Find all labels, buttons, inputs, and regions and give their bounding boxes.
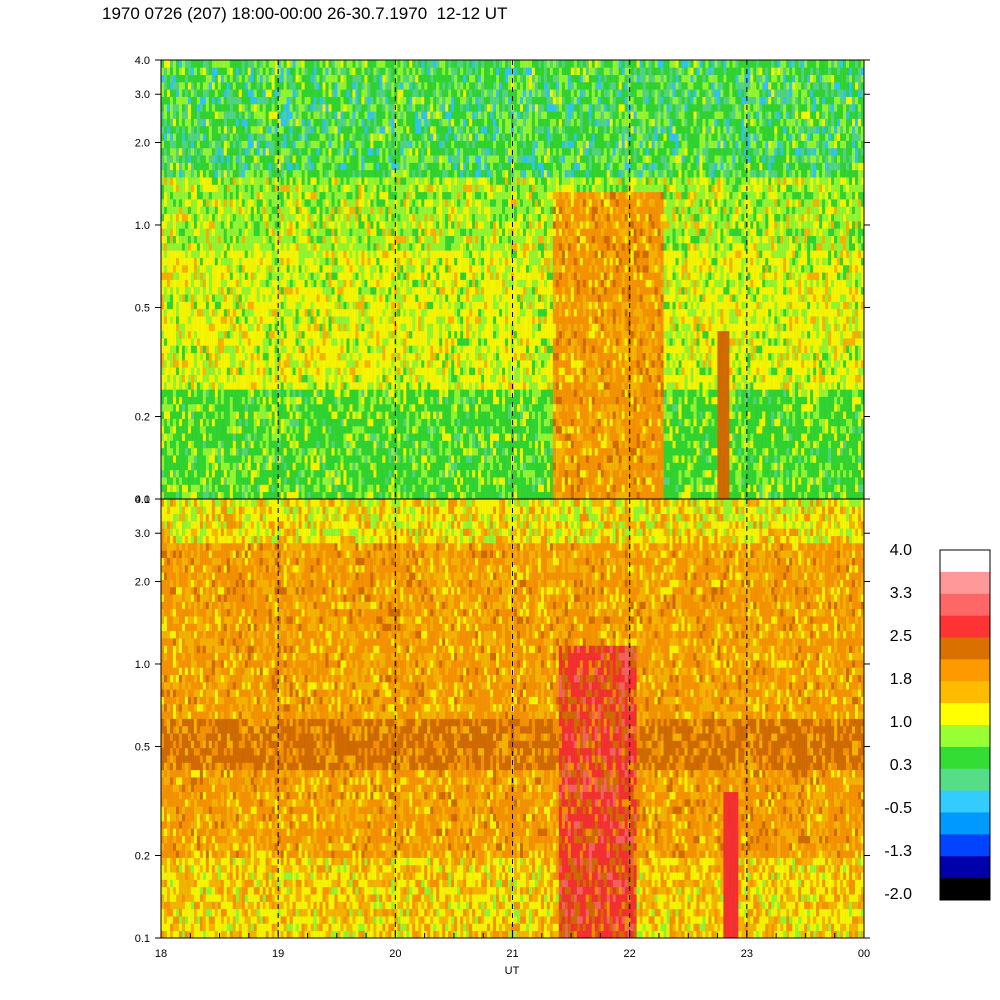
colorbar-legend: 4.0 3.3 2.5 1.8 1.0 0.3 -0.5 -1.3 -2.0: [884, 542, 991, 903]
y-tick-label: 1.0: [135, 659, 150, 671]
x-tick-label: 00: [858, 948, 870, 960]
colorbar-swatch: [940, 878, 990, 901]
axes: 0.10.20.51.02.03.04.00.10.20.51.02.03.04…: [135, 55, 870, 977]
x-tick-label: 20: [389, 948, 401, 960]
y-tick-label: 4.0: [135, 55, 150, 67]
colorbar-swatch: [940, 856, 990, 879]
y-tick-label: 2.0: [135, 576, 150, 588]
colorbar-label: 1.0: [890, 714, 912, 731]
x-axis-label: UT: [505, 965, 520, 977]
y-tick-label: 2.0: [135, 137, 150, 149]
x-tick-label: 19: [272, 948, 284, 960]
chart-title: 1970 0726 (207) 18:00-00:00 26-30.7.1970…: [102, 4, 507, 24]
colorbar-swatch: [940, 768, 990, 791]
x-tick-label: 18: [155, 948, 167, 960]
colorbar-label: 2.5: [890, 628, 912, 645]
y-tick-label: 3.0: [135, 528, 150, 540]
colorbar-swatch: [940, 615, 990, 638]
colorbar-swatch: [940, 725, 990, 748]
colorbar-label: 4.0: [890, 542, 912, 559]
y-tick-label: 0.5: [135, 302, 150, 314]
colorbar-swatch: [940, 703, 990, 726]
colorbar-frame: [939, 549, 991, 901]
colorbar-swatch: [940, 834, 990, 857]
y-tick-label: 0.2: [135, 851, 150, 863]
colorbar-swatch: [940, 659, 990, 682]
y-tick-label: 3.0: [135, 89, 150, 101]
colorbar-swatch: [940, 550, 990, 573]
colorbar-swatch: [940, 637, 990, 660]
y-tick-label: 0.1: [135, 933, 150, 945]
colorbar-label: -1.3: [884, 843, 912, 860]
colorbar-swatch: [940, 746, 990, 770]
colorbar-swatch: [940, 790, 990, 813]
colorbar-label: 3.3: [890, 585, 912, 602]
colorbar-label: -2.0: [884, 886, 912, 903]
y-tick-label: 1.0: [135, 220, 150, 232]
colorbar-swatch: [940, 681, 990, 704]
colorbar-swatch: [940, 812, 990, 835]
y-tick-label: 0.1: [135, 494, 150, 506]
colorbar-swatch: [940, 593, 990, 616]
x-tick-label: 22: [624, 948, 636, 960]
colorbar-label: 0.3: [890, 757, 912, 774]
colorbar-label: 1.8: [890, 671, 912, 688]
y-tick-label: 0.2: [135, 412, 150, 424]
y-tick-label: 4.0: [135, 494, 150, 506]
y-tick-label: 0.5: [135, 741, 150, 753]
x-tick-label: 21: [506, 948, 518, 960]
x-tick-label: 23: [741, 948, 753, 960]
colorbar-label: -0.5: [884, 800, 912, 817]
colorbar-swatch: [940, 571, 990, 595]
